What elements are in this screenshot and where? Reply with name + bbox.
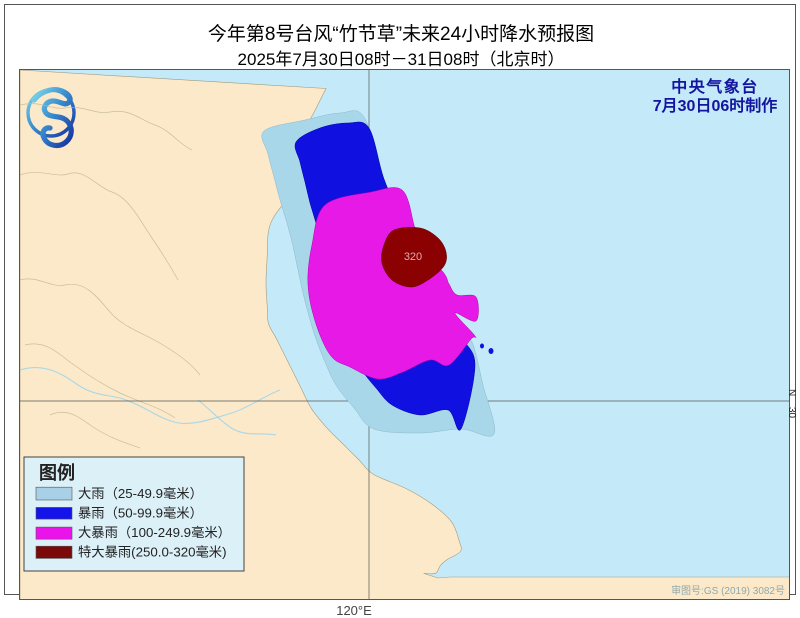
svg-text:特大暴雨(250.0-320毫米): 特大暴雨(250.0-320毫米) <box>78 544 227 560</box>
svg-text:大雨（25-49.9毫米）: 大雨（25-49.9毫米） <box>78 485 203 501</box>
svg-text:7月30日06时制作: 7月30日06时制作 <box>653 96 778 115</box>
svg-text:暴雨（50-99.9毫米）: 暴雨（50-99.9毫米） <box>78 505 203 521</box>
svg-text:图例: 图例 <box>39 462 75 483</box>
svg-text:大暴雨（100-249.9毫米）: 大暴雨（100-249.9毫米） <box>78 524 231 540</box>
svg-text:审图号:GS (2019) 3082号: 审图号:GS (2019) 3082号 <box>671 584 785 597</box>
svg-text:320: 320 <box>404 251 422 263</box>
svg-text:中央气象台: 中央气象台 <box>671 77 759 96</box>
